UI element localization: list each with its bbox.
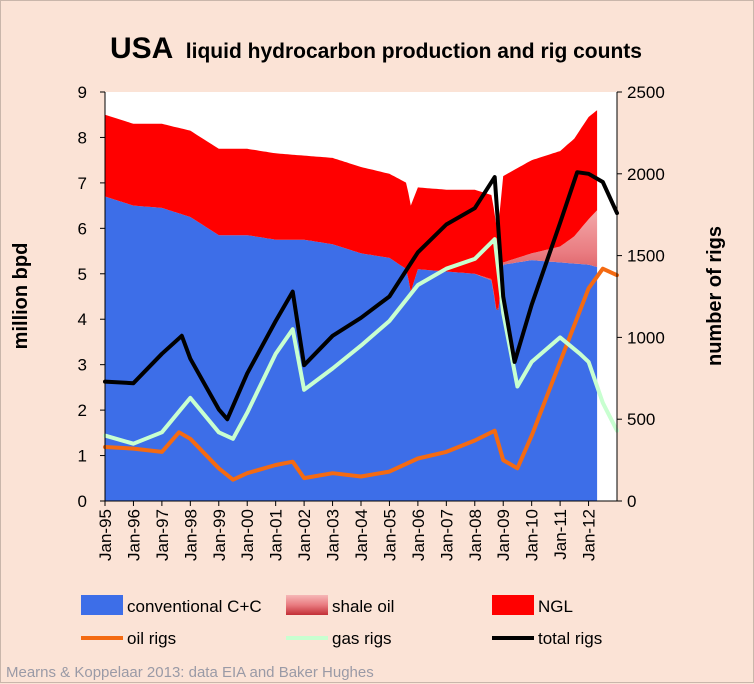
area-conventional-c-c	[105, 196, 598, 501]
x-tick-label: Jan-00	[238, 509, 257, 561]
chart-title: USA liquid hydrocarbon production and ri…	[110, 32, 642, 65]
y-left-tick-label: 3	[78, 356, 87, 375]
x-tick-label: Jan-10	[523, 509, 542, 561]
y-left-tick-label: 9	[78, 83, 87, 102]
x-tick-label: Jan-01	[267, 509, 286, 561]
y-left-tick-label: 1	[78, 447, 87, 466]
line-layer	[103, 170, 619, 482]
x-tick-label: Jan-06	[409, 509, 428, 561]
y-right-tick-label: 1000	[627, 328, 665, 347]
legend-swatch-ngl	[492, 595, 534, 615]
y-right-tick-label: 1500	[627, 247, 665, 266]
y-right-tick-label: 0	[627, 492, 636, 511]
y-right-tick-label: 2500	[627, 83, 665, 102]
legend: conventional C+C shale oil NGL oil rigs …	[81, 595, 602, 648]
legend-swatch-conventional	[81, 595, 123, 615]
legend-swatch-shale	[286, 595, 328, 615]
line-oil-rigs	[103, 266, 619, 482]
legend-label-oil-rigs: oil rigs	[127, 629, 176, 648]
y-left-tick-label: 2	[78, 401, 87, 420]
x-tick-group: Jan-95 Jan-96 Jan-97 Jan-98 Jan-99 Jan-00 Jan-…	[96, 501, 599, 561]
legend-label-shale: shale oil	[332, 597, 394, 616]
y-left-tick-label: 0	[78, 492, 87, 511]
right-axis-title: number of rigs	[704, 226, 726, 366]
legend-label-gas-rigs: gas rigs	[332, 629, 392, 648]
legend-label-ngl: NGL	[538, 597, 573, 616]
x-tick-label: Jan-96	[124, 509, 143, 561]
title-rest: liquid hydrocarbon production and rig co…	[186, 40, 642, 63]
legend-label-conventional: conventional C+C	[127, 597, 262, 616]
x-tick-label: Jan-95	[96, 509, 115, 561]
x-tick-label: Jan-11	[551, 509, 570, 560]
y-left-tick-label: 5	[78, 265, 87, 284]
x-tick-label: Jan-07	[437, 509, 456, 561]
area-layer	[105, 110, 598, 501]
x-tick-label: Jan-97	[153, 509, 172, 561]
y-left-tick-label: 7	[78, 174, 87, 193]
line-total-rigs	[103, 170, 619, 422]
title-main: USA	[110, 32, 173, 65]
legend-label-total-rigs: total rigs	[538, 629, 602, 648]
x-tick-label: Jan-09	[494, 509, 513, 561]
x-tick-label: Jan-08	[466, 509, 485, 561]
y-right-tick-label: 500	[627, 410, 655, 429]
line-gas-rigs	[103, 237, 619, 446]
x-tick-label: Jan-05	[380, 509, 399, 561]
y-left-tick-label: 8	[78, 128, 87, 147]
x-tick-label: Jan-04	[352, 509, 371, 561]
x-tick-label: Jan-12	[580, 509, 599, 561]
x-tick-label: Jan-02	[295, 509, 314, 561]
right-tick-group: 0 500 1000 1500 2000 2500	[617, 83, 665, 511]
left-tick-group: 0 1 2 3 4 5 6 7 8 9	[78, 83, 105, 511]
x-tick-label: Jan-99	[210, 509, 229, 561]
x-tick-label: Jan-03	[324, 509, 343, 561]
source-note: Mearns & Koppelaar 2013: data EIA and Ba…	[6, 664, 374, 681]
left-axis-title: million bpd	[10, 243, 32, 350]
y-right-tick-label: 2000	[627, 165, 665, 184]
x-tick-label: Jan-98	[181, 509, 200, 561]
y-left-tick-label: 6	[78, 219, 87, 238]
y-left-tick-label: 4	[78, 310, 87, 329]
